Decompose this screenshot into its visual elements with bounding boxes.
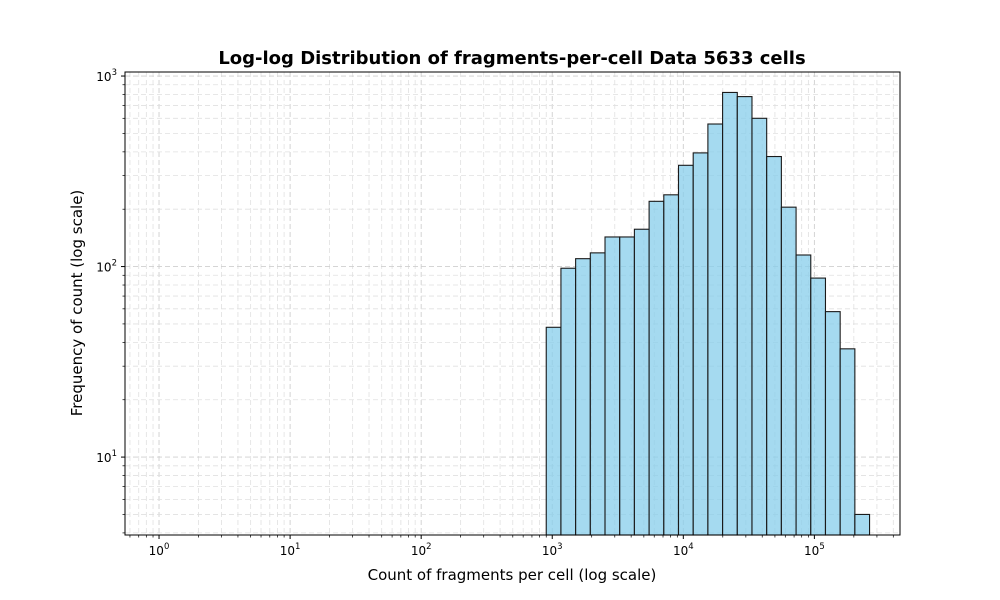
histogram-bar [839, 348, 856, 536]
histogram-bar [589, 252, 606, 536]
x-tick-label: 105 [804, 542, 825, 558]
histogram-bar [648, 200, 665, 536]
histogram-bars [545, 91, 871, 536]
histogram-bar [575, 258, 591, 536]
histogram-bar [707, 123, 724, 536]
histogram-bar [854, 513, 871, 536]
y-tick-label: 101 [96, 449, 117, 465]
x-axis-ticks: 100 101 102 103 104 105 [129, 535, 894, 558]
histogram-bar [677, 164, 694, 536]
histogram-bar [736, 96, 753, 536]
histogram-bar [663, 194, 680, 536]
histogram-bar [780, 206, 797, 536]
x-tick-label: 101 [280, 542, 301, 558]
y-axis-label: Frequency of count (log scale) [68, 190, 86, 417]
y-tick-label: 102 [96, 259, 117, 275]
x-tick-label: 104 [673, 542, 694, 558]
histogram-bar [766, 155, 782, 536]
histogram-bar [619, 236, 635, 536]
histogram-bar [560, 267, 577, 536]
histogram-bar [795, 254, 812, 536]
histogram-bar [824, 311, 841, 536]
histogram-bar [722, 91, 738, 536]
x-axis-label: Count of fragments per cell (log scale) [368, 566, 657, 584]
y-tick-label: 103 [96, 68, 117, 84]
histogram-bar [633, 228, 650, 536]
x-tick-label: 100 [149, 542, 170, 558]
histogram-bar [751, 117, 768, 536]
y-axis-ticks: 101 102 103 [96, 68, 125, 534]
x-tick-label: 103 [542, 542, 563, 558]
histogram-bar [692, 152, 709, 536]
x-tick-label: 102 [411, 542, 432, 558]
histogram-bar [545, 326, 562, 536]
chart-title: Log-log Distribution of fragments-per-ce… [218, 48, 805, 69]
histogram-bar [604, 236, 621, 536]
histogram-bar [810, 277, 827, 536]
